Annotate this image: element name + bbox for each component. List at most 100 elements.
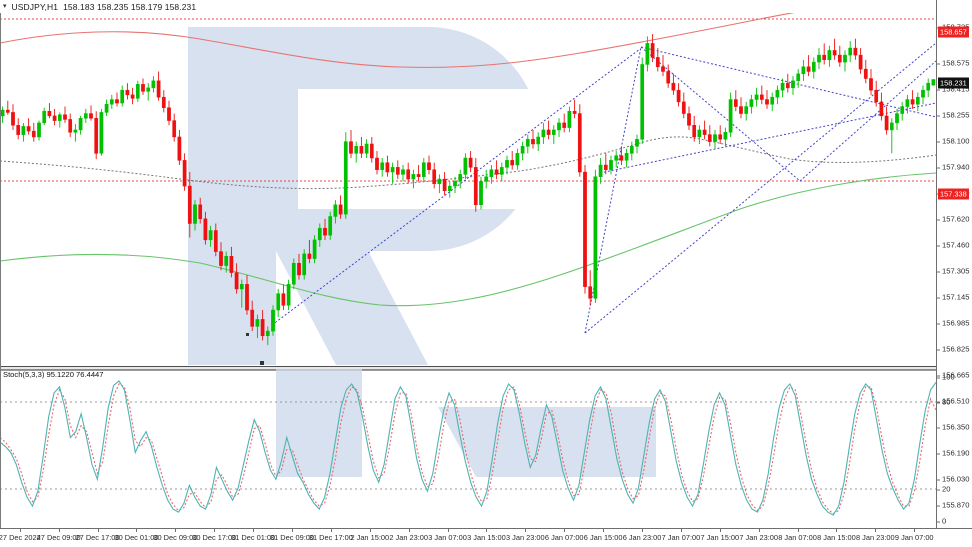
candle-body	[250, 309, 255, 327]
price-chart-svg	[0, 13, 936, 365]
candle-body	[921, 89, 925, 98]
indicator-scale[interactable]: 100 80 20 0	[937, 369, 972, 528]
time-tick-mark	[914, 529, 916, 532]
candle-body	[770, 96, 775, 105]
time-tick-mark	[719, 529, 721, 532]
time-tick-mark	[875, 529, 877, 532]
candle-body	[104, 103, 109, 113]
candle-body	[328, 216, 333, 236]
candle-body	[791, 80, 795, 89]
time-tick-label: 8 Jan 23:00	[856, 533, 895, 542]
candle-body	[473, 167, 478, 206]
candle-body	[567, 110, 572, 128]
candle-body	[827, 50, 832, 61]
candle-body	[557, 122, 561, 131]
candle-body	[78, 118, 83, 131]
price-tick: 157.145	[937, 293, 969, 302]
candle-body	[551, 129, 556, 135]
candle-body	[832, 50, 837, 56]
time-tick-mark	[97, 529, 99, 532]
time-tick-label: 8 Jan 15:00	[817, 533, 856, 542]
candle-body	[926, 82, 931, 91]
time-tick-label: 7 Jan 15:00	[700, 533, 740, 542]
candle-body	[863, 68, 868, 79]
time-tick-mark	[836, 529, 838, 532]
candle-body	[661, 66, 665, 72]
candle-body	[650, 43, 655, 58]
candle-body	[390, 167, 395, 173]
time-scale[interactable]: 27 Dec 2024 27 Dec 09:00 27 Dec 17:00 30 De…	[0, 529, 972, 547]
time-tick-mark	[447, 529, 449, 532]
level-price-badge: 158.657	[938, 26, 969, 38]
price-tick: 156.985	[937, 319, 969, 328]
candle-body	[702, 129, 707, 135]
candle-body	[525, 139, 530, 147]
candle-body	[541, 129, 546, 138]
time-tick-label: 3 Jan 07:00	[428, 533, 467, 542]
time-tick-label: 30 Dec 01:00	[114, 533, 159, 542]
candle-body	[83, 113, 88, 119]
candle-body	[931, 79, 936, 86]
candle-body	[16, 125, 21, 135]
candle-body	[42, 110, 47, 124]
candle-body	[447, 185, 452, 192]
candle-body	[68, 119, 73, 133]
time-tick-label: 6 Jan 15:00	[583, 533, 623, 542]
candle-body	[598, 164, 603, 177]
candle-body	[463, 157, 468, 175]
candle-body	[759, 94, 764, 100]
price-pane[interactable]	[0, 13, 936, 365]
candle-body	[239, 284, 244, 290]
candle-body	[869, 78, 873, 91]
time-tick-mark	[369, 529, 371, 532]
candle-body	[109, 99, 114, 105]
candle-body	[848, 47, 853, 56]
indicator-pane[interactable]: Stoch(5,3,3) 95.1220 76.4447	[0, 369, 936, 528]
candle-body	[687, 113, 691, 126]
trendline-ascending-major	[271, 48, 641, 326]
candle-body	[182, 160, 187, 187]
stochastic-chart-svg	[0, 369, 936, 516]
pane-divider	[0, 366, 936, 371]
candle-body	[167, 107, 171, 121]
candle-body	[115, 99, 119, 104]
candle-body	[385, 162, 390, 173]
candle-body	[510, 160, 515, 166]
candle-body	[317, 227, 322, 241]
price-tick: 157.620	[937, 215, 969, 224]
candle-body	[172, 120, 177, 138]
candle-body	[817, 54, 821, 63]
candle-body	[593, 176, 598, 299]
candle-body	[349, 141, 353, 154]
candle-body	[5, 109, 10, 113]
price-tick: 155.870	[937, 501, 969, 510]
candle-body	[427, 162, 431, 170]
candle-body	[609, 160, 613, 170]
time-tick-mark	[797, 529, 799, 532]
price-tick: 156.825	[937, 345, 969, 354]
time-tick-mark	[680, 529, 682, 532]
candle-body	[707, 134, 712, 142]
candle-body	[697, 129, 702, 138]
price-scale[interactable]: 158.735158.575158.415158.255158.100157.9…	[937, 13, 972, 510]
candle-body	[858, 54, 863, 70]
candle-body	[754, 94, 759, 100]
candle-body	[453, 181, 457, 187]
candle-body	[853, 47, 858, 56]
candle-body	[401, 169, 405, 175]
price-tick: 156.510	[937, 397, 969, 406]
chart-menu-caret-icon[interactable]: ▾	[3, 3, 7, 10]
candle-body	[151, 80, 156, 89]
time-tick-label: 30 Dec 17:00	[192, 533, 237, 542]
price-tick: 158.255	[937, 111, 969, 120]
candle-body	[733, 99, 738, 107]
candle-body	[505, 160, 509, 168]
time-tick-label: 7 Jan 07:00	[661, 533, 701, 542]
candle-body	[583, 171, 587, 287]
candle-body	[338, 204, 343, 215]
candle-body	[52, 115, 57, 121]
time-tick-mark	[642, 529, 644, 532]
candle-body	[94, 118, 99, 154]
candle-body	[775, 89, 780, 98]
trendline-recovery	[799, 60, 936, 182]
